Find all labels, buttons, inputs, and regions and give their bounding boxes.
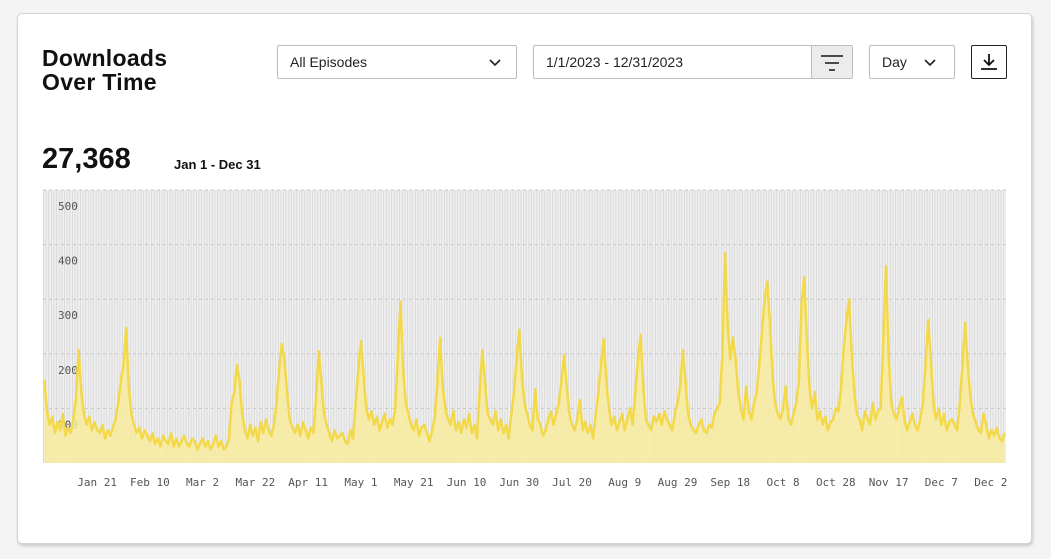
title: Downloads Over Time xyxy=(42,45,168,95)
x-tick-label: Jun 30 xyxy=(499,476,539,489)
area-line xyxy=(43,251,1006,451)
episode-value: All Episodes xyxy=(290,54,368,70)
total-downloads: 27,368 xyxy=(42,143,131,175)
download-icon xyxy=(981,54,997,70)
x-tick-label: Dec 7 xyxy=(925,476,958,489)
y-tick-label: 400 xyxy=(58,255,78,268)
y-tick-label: 200 xyxy=(58,364,78,377)
y-tick-label: 500 xyxy=(58,200,78,213)
x-tick-label: Apr 11 xyxy=(288,476,328,489)
period: Jan 1 - Dec 31 xyxy=(174,157,261,172)
x-tick-label: Nov 17 xyxy=(869,476,909,489)
x-tick-label: Oct 8 xyxy=(766,476,799,489)
x-tick-label: Feb 10 xyxy=(130,476,170,489)
x-tick-label: Sep 18 xyxy=(710,476,750,489)
x-tick-label: Oct 28 xyxy=(816,476,856,489)
x-tick-label: Mar 2 xyxy=(186,476,219,489)
x-tick-label: Jul 20 xyxy=(552,476,592,489)
x-tick-label: May 21 xyxy=(394,476,434,489)
x-tick-label: May 1 xyxy=(344,476,377,489)
x-tick-label: Jan 21 xyxy=(77,476,117,489)
x-labels: Jan 21 Feb 10 Mar 2 Mar 22 Apr 11 May 1 May 21… xyxy=(77,476,1014,489)
x-tick-label: Mar 22 xyxy=(236,476,276,489)
date-range-value: 1/1/2023 - 12/31/2023 xyxy=(546,54,684,70)
x-tick-label: Aug 9 xyxy=(608,476,641,489)
chevron xyxy=(924,59,936,67)
filter-icon xyxy=(821,55,843,71)
y-tick-label: 300 xyxy=(58,309,78,322)
x-tick-label: Aug 29 xyxy=(658,476,698,489)
filter-button[interactable] xyxy=(811,46,852,78)
download-button[interactable] xyxy=(971,45,1007,79)
date-range-input[interactable]: 1/1/2023 - 12/31/2023 xyxy=(533,45,853,79)
x-tick-label: Jun 10 xyxy=(447,476,487,489)
episode-dropdown[interactable]: All Episodes xyxy=(277,45,517,79)
chevron xyxy=(489,59,501,67)
granularity-value: Day xyxy=(882,54,907,70)
x-tick-label: Dec 27 xyxy=(974,476,1014,489)
granularity-dropdown[interactable]: Day xyxy=(869,45,955,79)
